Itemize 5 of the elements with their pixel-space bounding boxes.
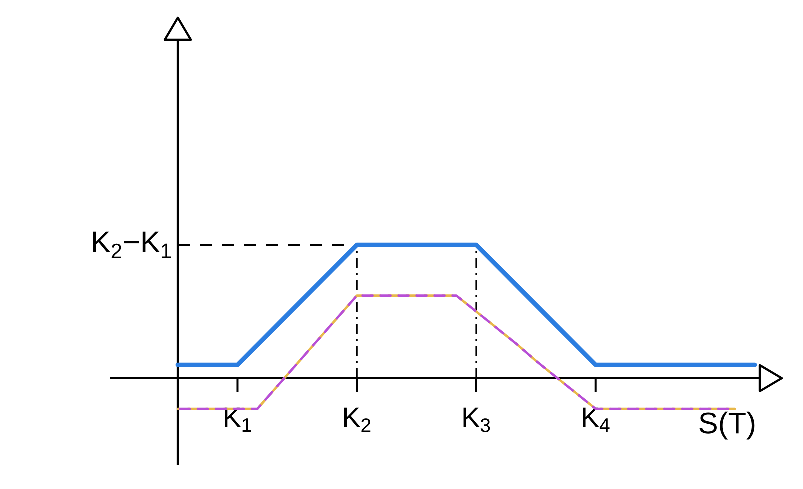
x-tick-label: K$_{4}$: [583, 408, 610, 432]
x-tick-label: K$_{3}$: [464, 408, 490, 432]
x-tick-label: K$_{2}$: [344, 408, 371, 432]
x-axis-title: S(T): [700, 412, 755, 440]
ref-line-label: K$_{2}$−K$_{1}$: [93, 232, 171, 258]
